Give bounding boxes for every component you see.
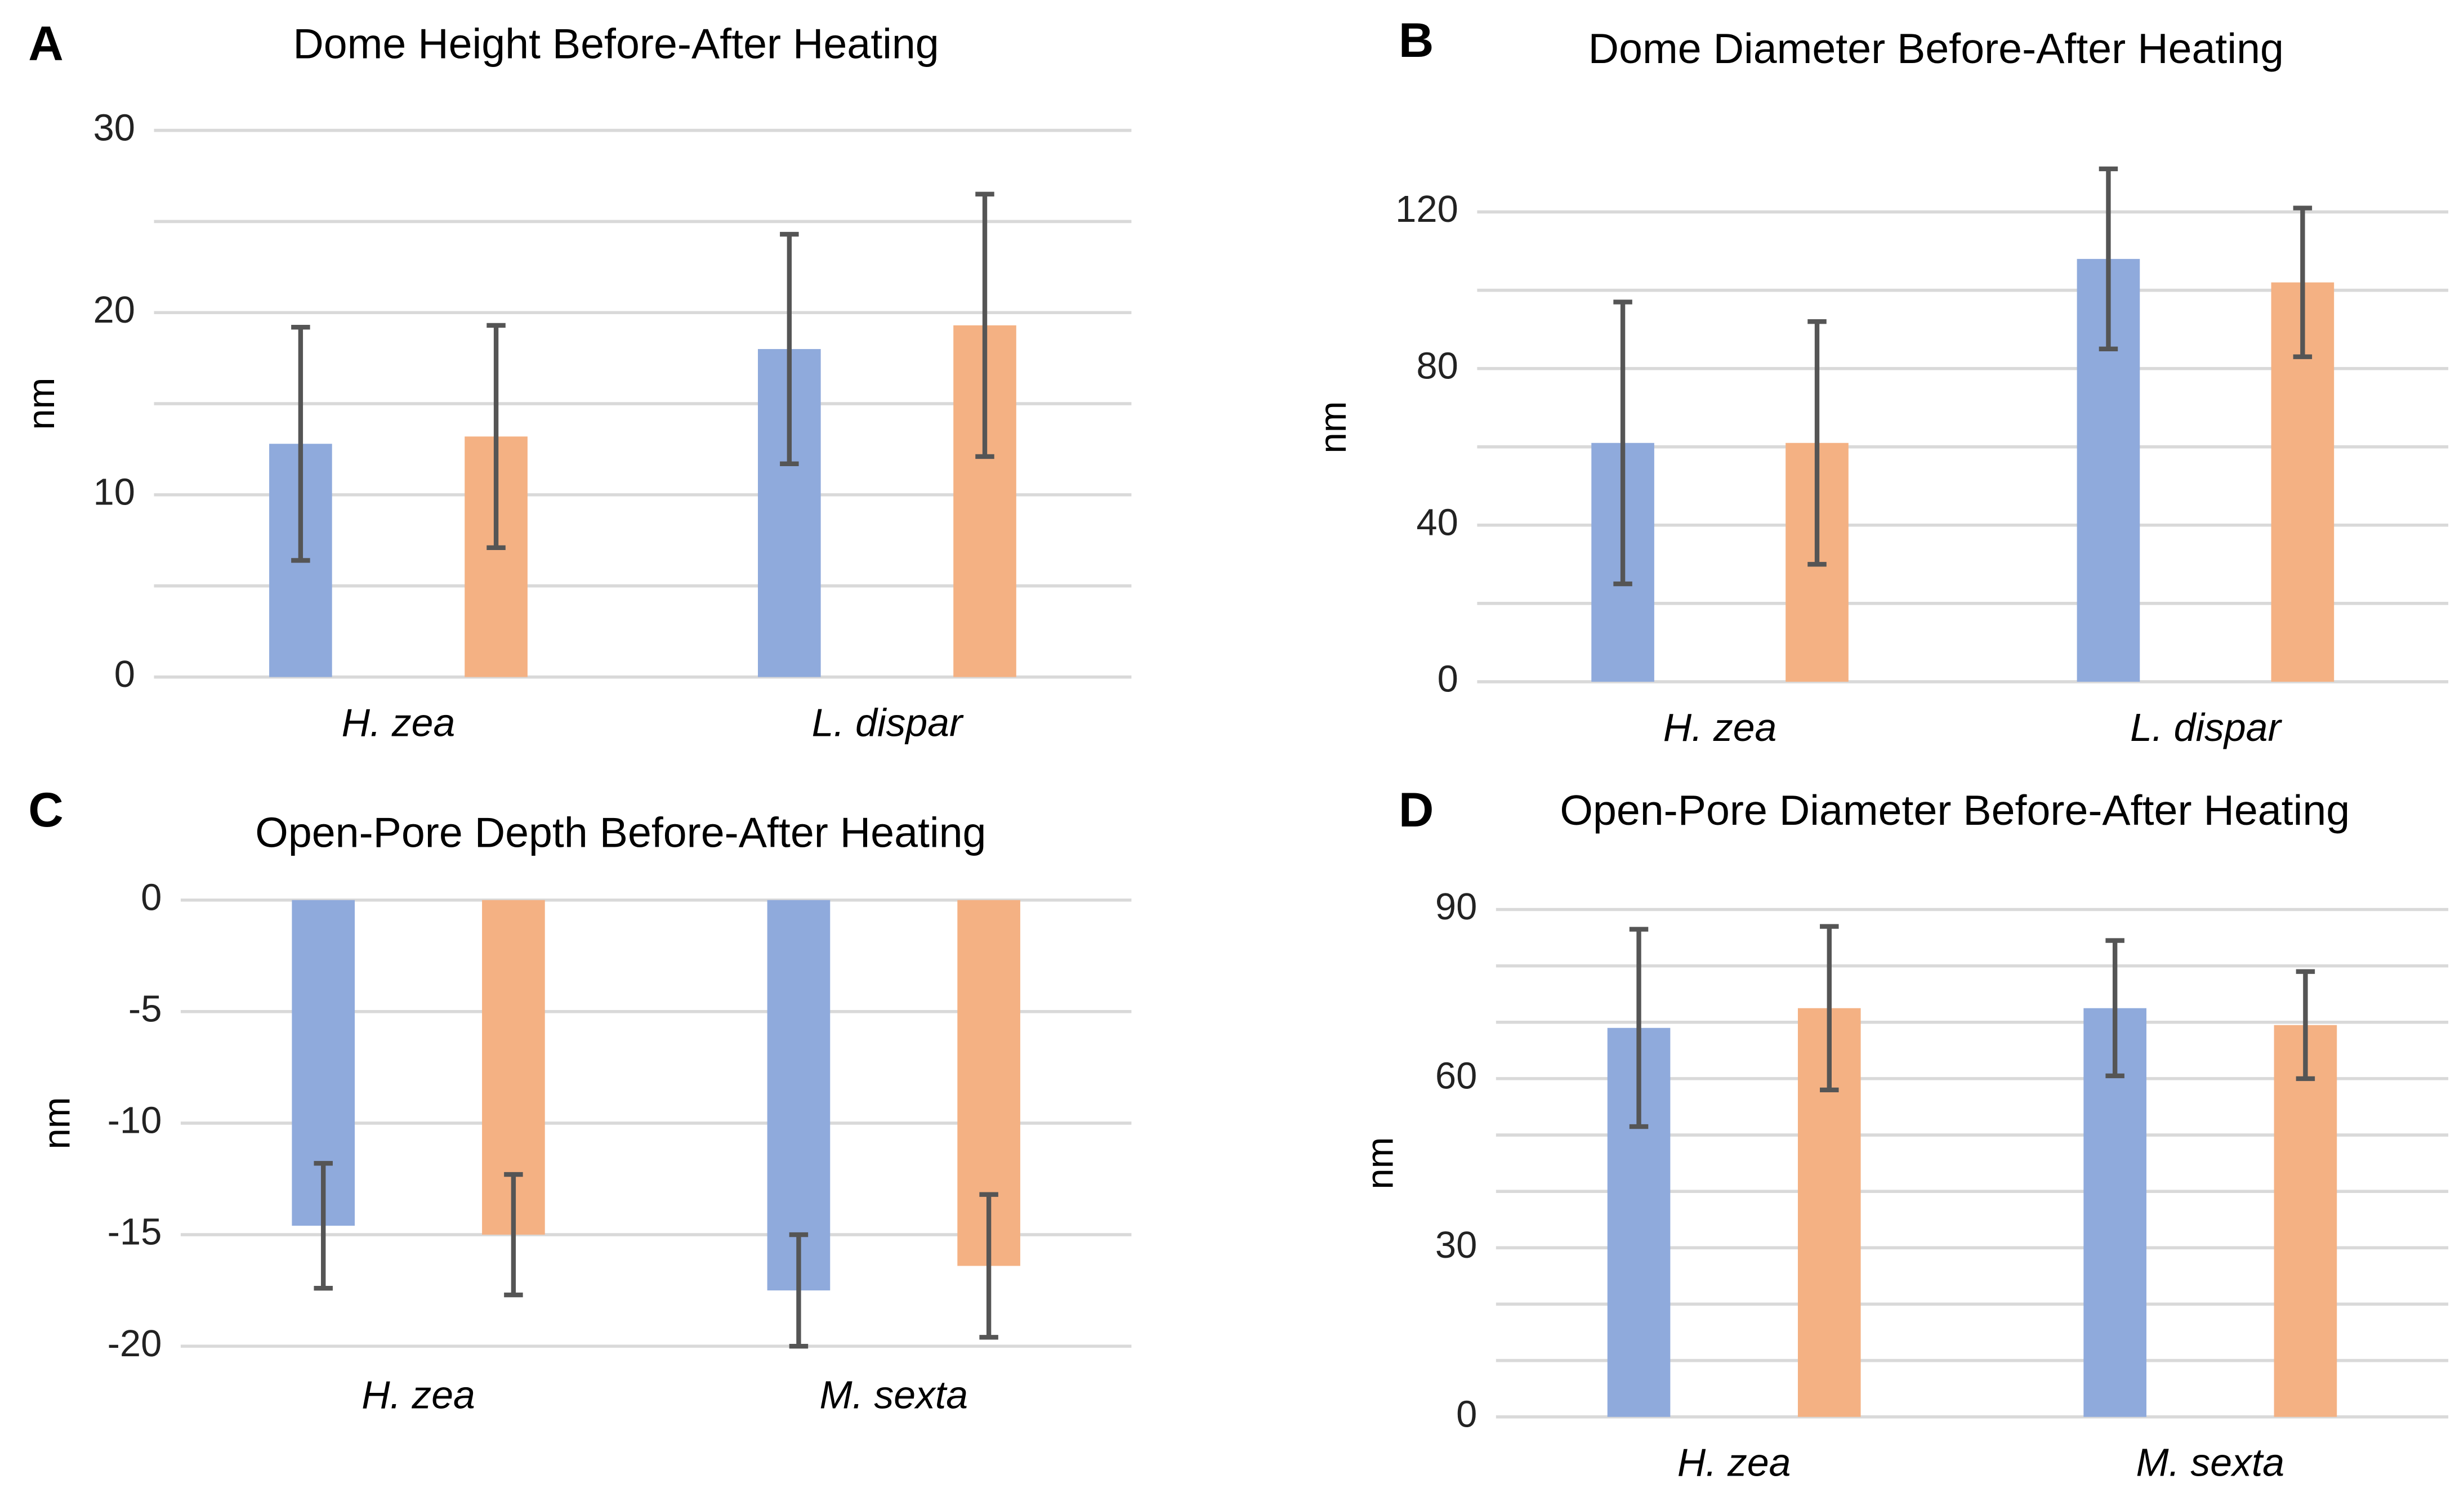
y-tick-label: 10 <box>93 471 136 513</box>
x-tick-label: H. zea <box>1677 1441 1791 1485</box>
y-tick-label: 30 <box>1435 1224 1477 1266</box>
y-tick-label: 40 <box>1416 501 1458 543</box>
error-bar <box>504 1172 523 1298</box>
error-bar <box>2105 938 2124 1079</box>
y-axis-label: nm <box>1359 1137 1401 1190</box>
y-tick-label: 120 <box>1395 188 1458 230</box>
y-tick-label: 0 <box>114 653 135 695</box>
y-axis-label: nm <box>20 378 63 430</box>
error-bar <box>1807 319 1827 567</box>
x-tick-label: H. zea <box>342 700 456 744</box>
error-bar <box>2293 205 2313 359</box>
error-bar <box>789 1232 809 1349</box>
panel-letter: C <box>28 783 63 837</box>
error-bar <box>1613 300 1632 587</box>
error-bar <box>314 1161 333 1291</box>
y-tick-label: -15 <box>108 1211 162 1253</box>
x-tick-label: H. zea <box>1663 705 1777 749</box>
error-bar <box>979 1192 998 1340</box>
chart-title: Dome Height Before-After Heating <box>293 20 939 68</box>
x-tick-label: M. sexta <box>819 1373 968 1417</box>
error-bar <box>2296 969 2315 1082</box>
y-tick-label: 30 <box>93 106 136 149</box>
error-bar <box>780 231 799 467</box>
chart-panel: D Open-Pore Diameter Before-After Heating… <box>1359 783 2449 1485</box>
y-tick-label: 0 <box>1456 1393 1477 1435</box>
y-tick-label: -20 <box>108 1322 162 1365</box>
y-tick-label: 90 <box>1435 886 1477 928</box>
error-bar <box>1820 924 1839 1093</box>
chart-title: Open-Pore Depth Before-After Heating <box>255 808 986 856</box>
y-tick-label: -10 <box>108 1100 162 1142</box>
y-tick-label: -5 <box>128 988 162 1030</box>
error-bar <box>291 324 310 563</box>
y-axis-label: nm <box>36 1097 78 1149</box>
chart-panel: B Dome Diameter Before-After Heating nm 0 40… <box>1312 14 2449 749</box>
y-tick-label: 20 <box>93 289 136 331</box>
chart-title: Open-Pore Diameter Before-After Heating <box>1560 787 2350 834</box>
panel-letter: A <box>28 17 63 71</box>
bar <box>767 900 831 1291</box>
chart-panel: A Dome Height Before-After Heating nm 0 10 20… <box>20 17 1132 744</box>
chart-title: Dome Diameter Before-After Heating <box>1588 25 2284 72</box>
y-tick-label: 60 <box>1435 1055 1477 1097</box>
panel-letter: B <box>1399 14 1434 68</box>
chart-panel: C Open-Pore Depth Before-After Heatingnm-… <box>28 783 1132 1417</box>
y-tick-label: 80 <box>1416 345 1458 387</box>
error-bar <box>975 191 994 459</box>
panel-letter: D <box>1399 783 1434 837</box>
y-axis-label: nm <box>1312 401 1354 453</box>
x-tick-label: M. sexta <box>2136 1441 2284 1485</box>
bar <box>2274 1025 2337 1417</box>
x-tick-label: H. zea <box>361 1373 475 1417</box>
x-tick-label: L. dispar <box>812 700 964 744</box>
error-bar <box>2099 166 2118 352</box>
y-tick-label: 0 <box>1438 658 1458 700</box>
error-bar <box>1629 927 1649 1129</box>
x-tick-label: L. dispar <box>2130 705 2282 749</box>
error-bar <box>486 323 506 550</box>
y-tick-label: 0 <box>141 876 162 918</box>
